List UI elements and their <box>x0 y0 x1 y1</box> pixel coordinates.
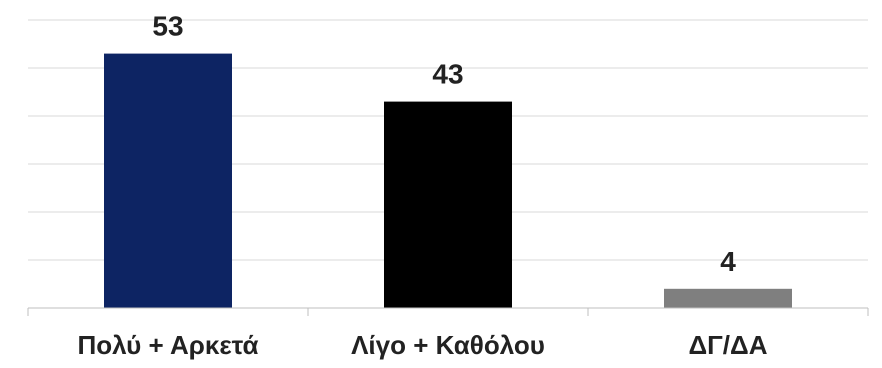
category-label: Λίγο + Καθόλου <box>351 330 545 360</box>
bar <box>384 101 512 308</box>
data-label: 43 <box>432 59 463 90</box>
bars <box>104 53 792 308</box>
data-label: 4 <box>720 246 736 277</box>
bar <box>104 53 232 308</box>
category-label: Πολύ + Αρκετά <box>77 330 258 360</box>
x-axis <box>27 307 869 316</box>
data-labels: 53 43 4 <box>152 11 736 277</box>
data-label: 53 <box>152 11 183 42</box>
category-label: ΔΓ/ΔΑ <box>688 330 767 360</box>
category-labels: Πολύ + Αρκετά Λίγο + Καθόλου ΔΓ/ΔΑ <box>77 330 767 360</box>
bar <box>664 288 792 308</box>
